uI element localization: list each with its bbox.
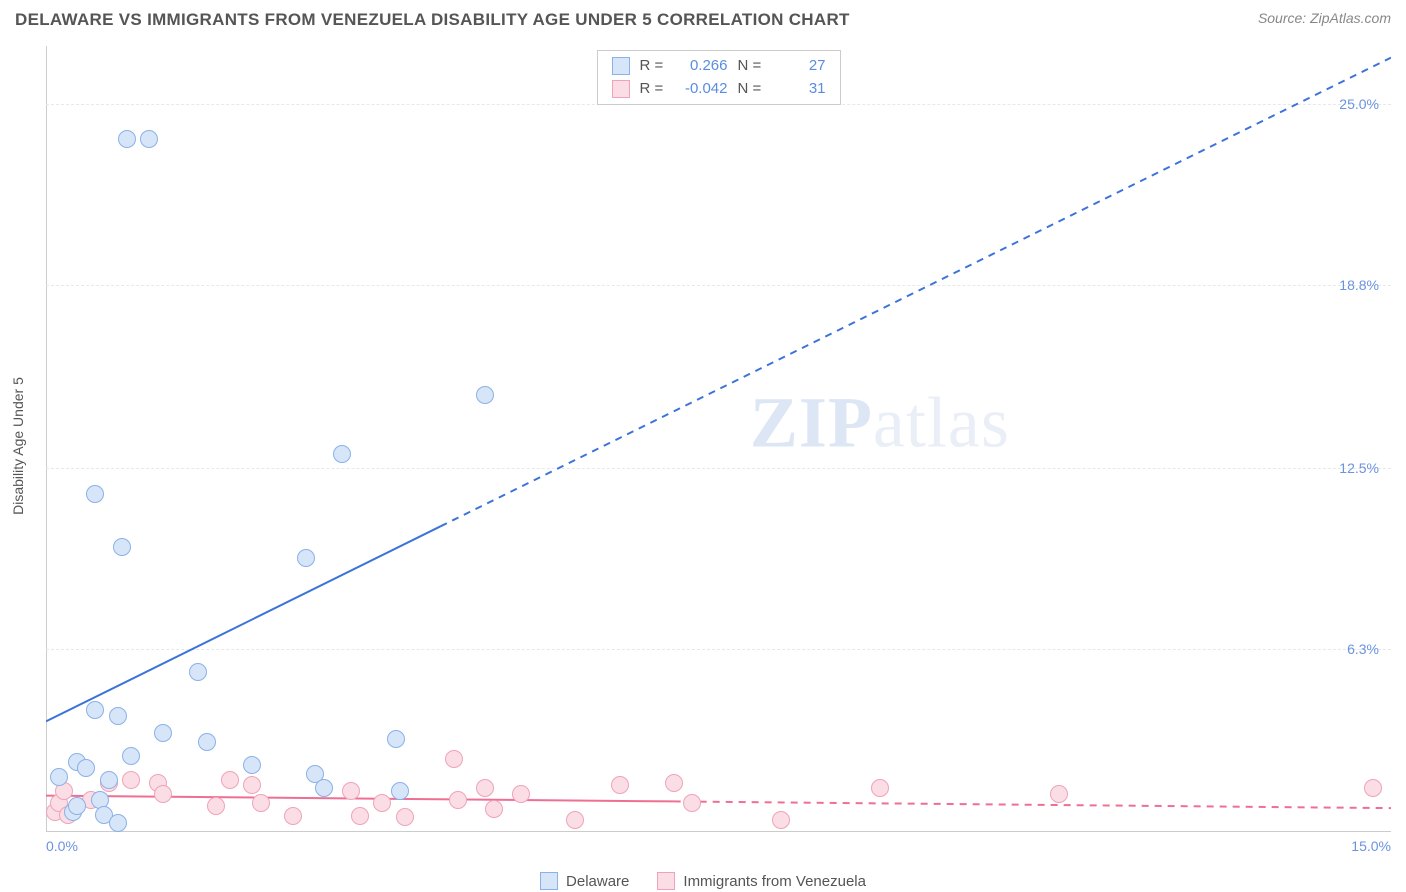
y-axis-title: Disability Age Under 5	[10, 377, 26, 515]
scatter-point-delaware	[333, 445, 351, 463]
x-tick-min: 0.0%	[46, 838, 78, 854]
scatter-point-delaware	[387, 730, 405, 748]
swatch-delaware	[612, 57, 630, 75]
scatter-point-delaware	[391, 782, 409, 800]
scatter-point-delaware	[113, 538, 131, 556]
scatter-point-venezuela	[772, 811, 790, 829]
swatch-venezuela	[612, 80, 630, 98]
scatter-point-delaware	[50, 768, 68, 786]
scatter-point-delaware	[198, 733, 216, 751]
scatter-point-delaware	[100, 771, 118, 789]
scatter-point-venezuela	[154, 785, 172, 803]
scatter-point-delaware	[77, 759, 95, 777]
scatter-point-venezuela	[611, 776, 629, 794]
gridline	[46, 468, 1391, 469]
scatter-point-venezuela	[396, 808, 414, 826]
scatter-point-delaware	[140, 130, 158, 148]
scatter-point-delaware	[109, 814, 127, 832]
scatter-point-delaware	[297, 549, 315, 567]
scatter-point-venezuela	[445, 750, 463, 768]
scatter-point-venezuela	[284, 807, 302, 825]
chart-plot-area: ZIPatlas 6.3% 12.5% 18.8% 25.0% R = 0.266 N…	[46, 46, 1391, 832]
scatter-point-delaware	[243, 756, 261, 774]
chart-title: DELAWARE VS IMMIGRANTS FROM VENEZUELA DI…	[15, 10, 850, 30]
scatter-point-venezuela	[566, 811, 584, 829]
y-axis	[46, 46, 47, 832]
y-tick-label: 6.3%	[1347, 641, 1379, 657]
scatter-point-venezuela	[221, 771, 239, 789]
source-label: Source: ZipAtlas.com	[1258, 10, 1391, 26]
scatter-point-delaware	[189, 663, 207, 681]
scatter-point-delaware	[86, 485, 104, 503]
scatter-point-delaware	[476, 386, 494, 404]
y-tick-label: 25.0%	[1339, 96, 1379, 112]
scatter-point-venezuela	[449, 791, 467, 809]
trend-lines	[46, 46, 1391, 832]
legend-item-delaware: Delaware	[540, 872, 629, 890]
y-tick-label: 12.5%	[1339, 460, 1379, 476]
scatter-point-venezuela	[476, 779, 494, 797]
scatter-point-venezuela	[871, 779, 889, 797]
scatter-point-delaware	[109, 707, 127, 725]
scatter-point-venezuela	[512, 785, 530, 803]
scatter-point-venezuela	[1050, 785, 1068, 803]
legend-swatch-venezuela	[657, 872, 675, 890]
scatter-point-venezuela	[1364, 779, 1382, 797]
scatter-point-delaware	[86, 701, 104, 719]
gridline	[46, 285, 1391, 286]
scatter-point-venezuela	[373, 794, 391, 812]
legend-swatch-delaware	[540, 872, 558, 890]
stats-row-venezuela: R = -0.042 N = 31	[612, 78, 826, 101]
stats-row-delaware: R = 0.266 N = 27	[612, 55, 826, 78]
x-tick-max: 15.0%	[1351, 838, 1391, 854]
scatter-point-delaware	[68, 797, 86, 815]
scatter-point-venezuela	[665, 774, 683, 792]
stats-box: R = 0.266 N = 27 R = -0.042 N = 31	[597, 50, 841, 105]
gridline	[46, 649, 1391, 650]
scatter-point-venezuela	[342, 782, 360, 800]
bottom-legend: Delaware Immigrants from Venezuela	[540, 872, 866, 890]
legend-item-venezuela: Immigrants from Venezuela	[657, 872, 866, 890]
x-axis	[46, 831, 1391, 832]
scatter-point-delaware	[118, 130, 136, 148]
scatter-point-delaware	[315, 779, 333, 797]
scatter-point-delaware	[122, 747, 140, 765]
scatter-point-venezuela	[243, 776, 261, 794]
scatter-point-venezuela	[207, 797, 225, 815]
scatter-point-venezuela	[485, 800, 503, 818]
scatter-point-venezuela	[252, 794, 270, 812]
scatter-point-venezuela	[683, 794, 701, 812]
scatter-point-venezuela	[351, 807, 369, 825]
scatter-point-venezuela	[122, 771, 140, 789]
scatter-point-delaware	[154, 724, 172, 742]
watermark: ZIPatlas	[750, 382, 1010, 465]
y-tick-label: 18.8%	[1339, 277, 1379, 293]
